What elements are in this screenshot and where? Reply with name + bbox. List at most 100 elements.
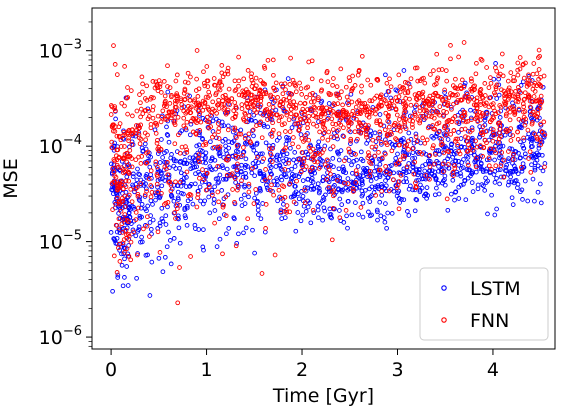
point-lstm [182, 205, 188, 211]
point-fnn [302, 111, 307, 117]
point-lstm [353, 200, 358, 205]
point-fnn [469, 117, 474, 123]
point-lstm [320, 174, 326, 180]
point-fnn [264, 106, 270, 112]
point-lstm [238, 127, 244, 133]
point-lstm [345, 176, 351, 181]
point-lstm [137, 213, 143, 219]
point-fnn [154, 140, 160, 146]
point-lstm [451, 151, 457, 157]
point-lstm [207, 210, 213, 216]
point-lstm [224, 166, 230, 172]
point-lstm [530, 144, 535, 149]
point-lstm [137, 172, 142, 178]
point-fnn [236, 54, 241, 60]
point-fnn [174, 206, 180, 211]
point-lstm [504, 162, 509, 168]
point-fnn [525, 127, 531, 133]
point-fnn [306, 113, 312, 119]
point-fnn [150, 79, 156, 84]
point-lstm [130, 174, 136, 179]
point-fnn [268, 110, 274, 116]
point-fnn [443, 132, 449, 138]
point-fnn [431, 68, 436, 73]
point-lstm [532, 165, 538, 171]
point-fnn [230, 116, 236, 121]
point-fnn [133, 217, 139, 222]
point-lstm [481, 183, 486, 189]
point-lstm [328, 146, 333, 152]
point-fnn [480, 132, 486, 138]
point-fnn [345, 115, 350, 121]
point-lstm [242, 183, 248, 188]
point-lstm [529, 115, 534, 121]
point-lstm [267, 169, 273, 174]
point-fnn [249, 71, 254, 77]
point-fnn [489, 167, 494, 172]
point-fnn [343, 208, 349, 213]
point-fnn [334, 84, 340, 89]
point-lstm [307, 142, 313, 148]
point-lstm [159, 171, 164, 177]
point-lstm [377, 199, 383, 205]
point-lstm [150, 202, 155, 207]
point-fnn [358, 205, 364, 210]
point-fnn [286, 117, 292, 123]
point-fnn [172, 122, 178, 128]
point-lstm [184, 222, 190, 228]
point-fnn [402, 154, 408, 159]
point-fnn [183, 110, 189, 116]
point-fnn [205, 95, 211, 100]
point-lstm [253, 190, 259, 196]
point-fnn [478, 92, 484, 97]
point-fnn [469, 78, 474, 84]
point-fnn [246, 113, 252, 119]
point-lstm [364, 141, 369, 146]
point-lstm [427, 161, 432, 166]
point-lstm [248, 117, 254, 123]
point-fnn [510, 157, 516, 162]
point-lstm [406, 169, 412, 175]
point-fnn [459, 77, 465, 83]
point-fnn [396, 179, 402, 184]
point-fnn [112, 62, 118, 67]
point-fnn [377, 94, 383, 100]
point-fnn [138, 136, 144, 142]
point-lstm [367, 199, 373, 204]
point-fnn [439, 67, 445, 72]
point-fnn [522, 109, 528, 114]
point-fnn [257, 122, 262, 128]
point-lstm [406, 186, 412, 192]
point-fnn [484, 111, 490, 116]
point-fnn [193, 88, 199, 93]
point-fnn [379, 155, 385, 161]
point-fnn [397, 142, 402, 148]
point-lstm [337, 208, 342, 213]
point-fnn [213, 92, 219, 98]
point-fnn [203, 140, 208, 145]
point-fnn [354, 116, 359, 122]
point-lstm [339, 202, 345, 207]
point-fnn [201, 177, 207, 182]
point-fnn [134, 252, 140, 258]
point-fnn [287, 82, 293, 87]
point-fnn [373, 111, 378, 117]
point-lstm [243, 225, 249, 231]
point-fnn [251, 201, 257, 206]
point-fnn [364, 106, 369, 112]
point-lstm [213, 176, 219, 182]
point-fnn [236, 131, 242, 137]
point-lstm [469, 145, 475, 151]
point-lstm [133, 233, 139, 239]
point-fnn [113, 174, 119, 180]
point-lstm [160, 218, 166, 224]
point-fnn [326, 129, 332, 135]
point-fnn [216, 129, 221, 135]
point-fnn [452, 165, 458, 171]
point-lstm [145, 203, 151, 209]
point-fnn [478, 56, 484, 62]
point-fnn [420, 89, 426, 95]
point-fnn [364, 134, 369, 140]
point-fnn [165, 172, 171, 178]
point-lstm [179, 128, 185, 134]
